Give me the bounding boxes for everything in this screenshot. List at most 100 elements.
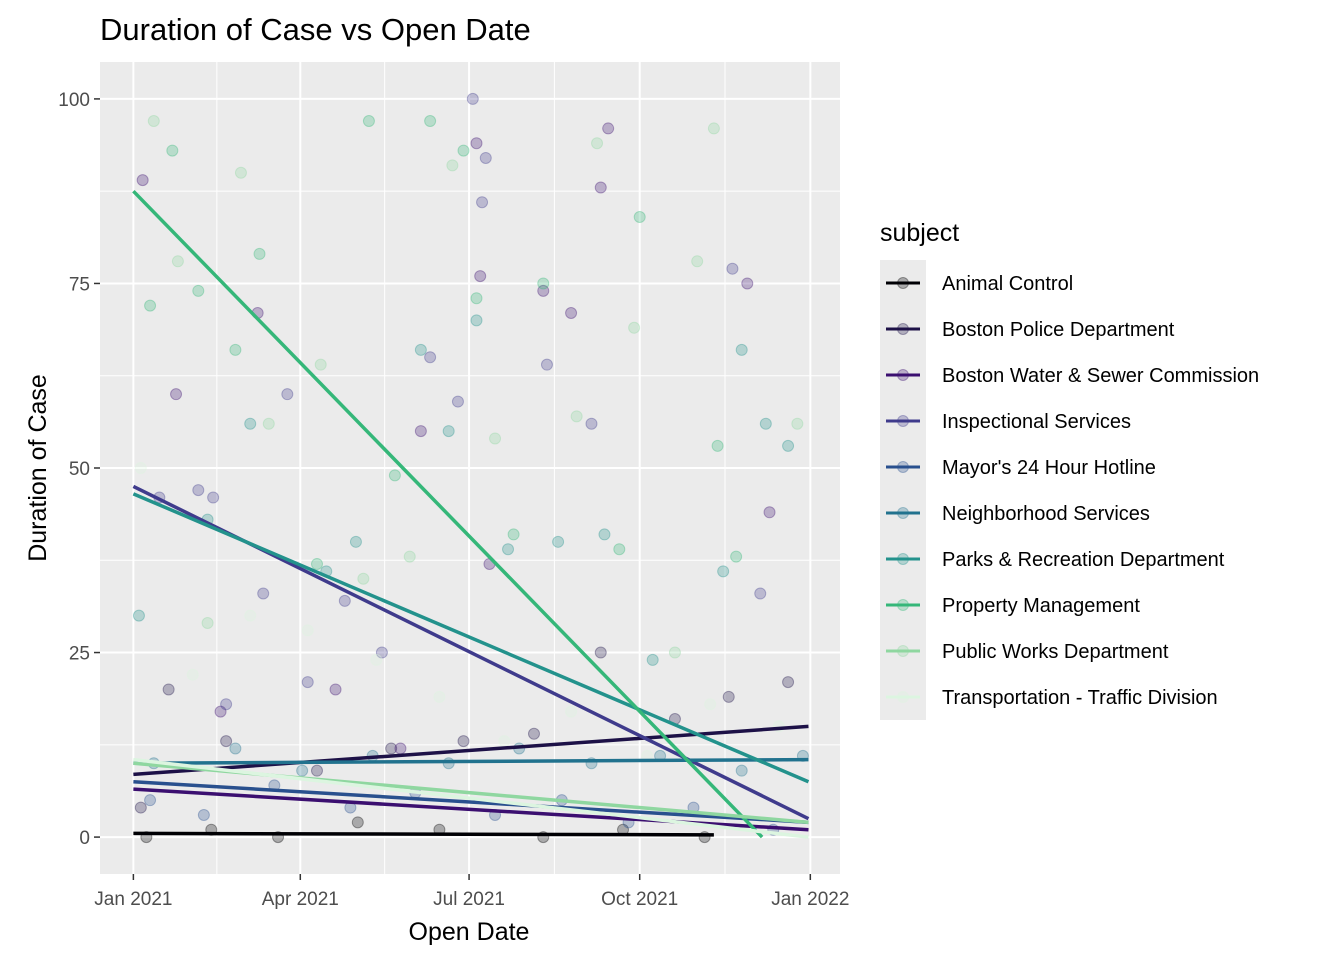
data-point (782, 676, 795, 689)
data-point (457, 144, 470, 157)
legend-label: Neighborhood Services (942, 503, 1150, 525)
data-point (457, 735, 470, 748)
data-point (782, 439, 795, 452)
data-point (424, 351, 437, 364)
data-point (565, 306, 578, 319)
data-point (257, 587, 270, 600)
trend-line (132, 492, 810, 784)
trend-line (133, 779, 809, 825)
data-point (707, 122, 720, 135)
data-point (474, 270, 487, 283)
data-point (470, 314, 483, 327)
data-point (498, 735, 511, 748)
data-point (310, 764, 323, 777)
data-point (763, 506, 776, 519)
data-point (296, 764, 309, 777)
data-point (214, 705, 227, 718)
data-point (552, 535, 565, 548)
data-point (253, 247, 266, 260)
data-point (741, 277, 754, 290)
data-point (433, 690, 446, 703)
data-point (594, 646, 607, 659)
data-point (691, 255, 704, 268)
data-point (598, 528, 611, 541)
x-tick-label: Apr 2021 (262, 889, 339, 910)
legend-label: Mayor's 24 Hour Hotline (942, 457, 1156, 479)
data-point (570, 410, 583, 423)
data-point (466, 92, 479, 105)
data-point (704, 698, 717, 711)
data-point (565, 705, 578, 718)
data-point (351, 816, 364, 829)
x-tick-label: Jul 2021 (433, 889, 505, 910)
data-point (244, 417, 257, 430)
chart-title: Duration of Case vs Open Date (100, 12, 531, 47)
data-point (301, 676, 314, 689)
data-point (192, 284, 205, 297)
data-point (537, 284, 550, 297)
data-point (585, 417, 598, 430)
data-point (301, 624, 314, 637)
data-point (735, 764, 748, 777)
data-point (229, 343, 242, 356)
data-point (207, 491, 220, 504)
data-point (476, 196, 489, 209)
data-point (613, 543, 626, 556)
trend-line (133, 757, 809, 839)
data-point (527, 727, 540, 740)
legend-label: Public Works Department (942, 641, 1169, 663)
legend-label: Transportation - Traffic Division (942, 687, 1218, 709)
data-point (229, 742, 242, 755)
data-point (310, 557, 323, 570)
y-tick-label: 100 (58, 90, 90, 111)
data-point (540, 358, 553, 371)
trend-line (133, 757, 809, 766)
data-point (730, 550, 743, 563)
data-point (791, 417, 804, 430)
legend-label: Animal Control (942, 273, 1073, 295)
data-point (424, 115, 437, 128)
data-point (489, 432, 502, 445)
data-point (628, 321, 641, 334)
legend-key-background (880, 260, 926, 720)
data-point (507, 528, 520, 541)
data-point (136, 174, 149, 187)
data-point (171, 255, 184, 268)
data-point (754, 587, 767, 600)
data-point (646, 653, 659, 666)
legend-label: Inspectional Services (942, 411, 1131, 433)
data-point (281, 388, 294, 401)
data-point (591, 137, 604, 150)
data-point (711, 439, 724, 452)
data-point (414, 425, 427, 438)
data-point (134, 462, 147, 474)
data-point (446, 159, 459, 172)
data-point (759, 417, 772, 430)
data-point (338, 594, 351, 607)
data-point (375, 646, 388, 659)
data-point (329, 683, 342, 696)
legend: subject Animal Control Boston Police Depa… (880, 219, 1259, 720)
data-point (220, 698, 233, 711)
x-axis-ticks: Jan 2021 Apr 2021 Jul 2021 Oct 2021 Jan 2022 (94, 874, 849, 910)
data-point (166, 144, 179, 157)
data-point (633, 211, 646, 224)
data-point (144, 794, 157, 807)
data-point (403, 550, 416, 563)
data-point (147, 115, 160, 128)
data-point (394, 742, 407, 755)
data-point (170, 388, 183, 401)
data-point (362, 115, 375, 128)
data-point (144, 299, 157, 312)
data-point (502, 543, 515, 556)
trend-layer (132, 189, 810, 839)
data-point (735, 343, 748, 356)
x-axis-title: Open Date (409, 918, 530, 946)
data-point (470, 137, 483, 150)
legend-label: Property Management (942, 595, 1140, 617)
data-point (414, 343, 427, 356)
legend-title: subject (880, 219, 959, 247)
y-tick-label: 50 (69, 459, 90, 480)
trend-line (133, 831, 714, 837)
data-point (186, 668, 199, 681)
